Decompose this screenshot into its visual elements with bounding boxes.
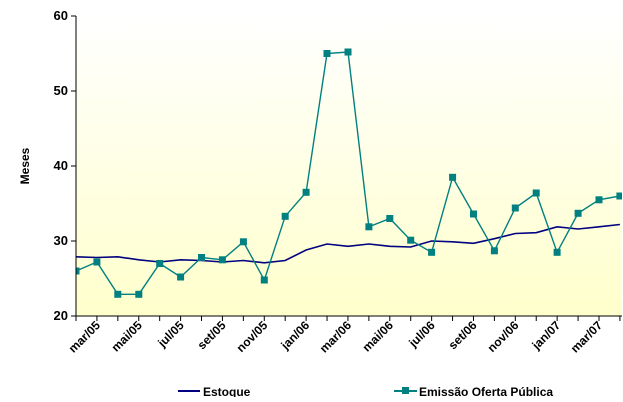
series-1-point (449, 173, 457, 181)
legend-marker-emissao (402, 387, 409, 394)
series-1-point (260, 276, 268, 284)
series-1-point (114, 290, 122, 298)
series-1-point (156, 260, 164, 267)
series-1-point (386, 215, 394, 222)
series-1-point (532, 189, 540, 197)
legend: Estoque Emissão Oferta Pública (178, 385, 553, 399)
series-1-point (365, 223, 373, 231)
series-1-point (616, 192, 622, 200)
series-1-point (595, 196, 603, 204)
x-tick-label: mar/06 (317, 318, 354, 355)
series-1-point (511, 204, 519, 212)
x-tick-label: mai/05 (109, 318, 146, 355)
x-tick-label: mar/07 (568, 318, 605, 355)
y-tick-label: 20 (54, 308, 68, 323)
x-tick-label: mar/05 (66, 318, 103, 355)
x-tick-label: nov/06 (485, 318, 522, 355)
series-1-point (198, 254, 205, 261)
series-1-point (470, 210, 477, 218)
series-1-point (428, 248, 436, 256)
series-1-point (407, 236, 415, 244)
series-1-point (553, 248, 561, 256)
series-1-point (323, 50, 331, 57)
legend-label-emissao: Emissão Oferta Pública (419, 385, 553, 397)
series-1-point (574, 209, 582, 217)
y-axis-label: Meses (18, 147, 32, 184)
x-tick-label: jul/06 (405, 318, 438, 351)
x-tick-label: set/06 (446, 318, 480, 352)
series-1-point (135, 290, 143, 298)
y-tick-label: 30 (54, 233, 68, 248)
y-tick-label: 50 (54, 83, 68, 98)
series-1-point (490, 247, 498, 255)
series-1-point (93, 258, 101, 266)
series-1-point (76, 267, 80, 275)
x-tick-label: jan/07 (529, 318, 564, 353)
legend-label-estoque: Estoque (203, 385, 251, 397)
series-1-point (218, 256, 226, 264)
series-1-point (302, 188, 310, 196)
x-tick-label: nov/05 (234, 318, 271, 355)
series-1-point (239, 238, 247, 246)
series-line-0 (76, 223, 620, 264)
x-tick-label: set/05 (195, 318, 229, 352)
series-1-point (177, 273, 185, 281)
series-1-point (281, 212, 289, 220)
y-tick-label: 40 (54, 158, 68, 173)
x-tick-label: mai/06 (360, 318, 397, 355)
x-tick-label: jul/05 (154, 318, 187, 351)
x-tick-label: jan/06 (278, 318, 313, 353)
y-tick-label: 60 (54, 8, 68, 23)
series-1-point (344, 48, 352, 56)
